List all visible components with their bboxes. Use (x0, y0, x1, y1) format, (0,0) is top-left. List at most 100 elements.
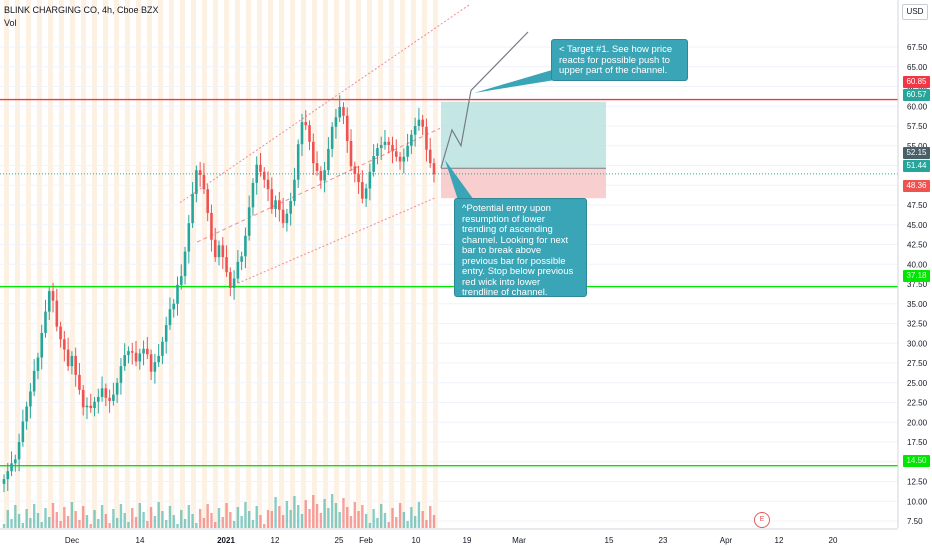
candle-body (300, 122, 304, 145)
volume-bar (40, 522, 43, 528)
volume-bar (376, 518, 379, 528)
chart-gridlines (0, 46, 898, 522)
candle-body (338, 107, 342, 118)
support-low-price-tag: 14.50 (903, 455, 930, 467)
candle-body (383, 141, 387, 145)
volume-bar (191, 514, 194, 528)
volume-bar (48, 517, 51, 528)
candle-body (319, 171, 323, 181)
volume-bar (134, 517, 138, 528)
volume-bar (14, 505, 17, 528)
volume-bar (2, 524, 6, 528)
volume-bar (161, 511, 164, 528)
target-note[interactable]: < Target #1. See how price reacts for po… (551, 39, 688, 81)
candle-body (127, 351, 130, 356)
volume-bar (357, 511, 360, 528)
volume-bar (429, 506, 432, 528)
projected-path (440, 31, 555, 200)
volume-bar (214, 522, 217, 528)
entry-note[interactable]: ^Potential entry upon resumption of lowe… (454, 198, 587, 298)
candle-body (134, 352, 138, 362)
candle-body (376, 148, 379, 157)
volume-bar (176, 524, 179, 528)
support-price-tag: 37.18 (903, 270, 930, 282)
candle-body (372, 156, 375, 172)
volume-bar (146, 521, 149, 528)
x-tick-label: 25 (335, 536, 344, 545)
volume-bar (206, 504, 209, 528)
horizontal-levels (0, 98, 898, 467)
resistance-price-tag: 60.85 (903, 76, 930, 88)
volume-bar (274, 497, 277, 528)
volume-bar (225, 503, 228, 528)
candle-body (85, 405, 89, 408)
y-tick-label: 20.00 (907, 418, 928, 427)
y-tick-label: 65.00 (907, 63, 928, 72)
candle-body (232, 278, 236, 288)
candle-body (311, 141, 315, 164)
candle-body (327, 148, 330, 171)
candle-body (123, 355, 127, 367)
volume-bar (168, 506, 172, 528)
volume-bar (172, 515, 175, 528)
candle-body (47, 291, 51, 312)
candle-body (130, 351, 134, 353)
x-tick-label: 14 (136, 536, 145, 545)
volume-bar (338, 512, 341, 528)
candle-body (361, 182, 364, 199)
currency-button[interactable]: USD (902, 4, 928, 20)
volume-bar (353, 502, 356, 528)
y-tick-label: 12.50 (907, 478, 928, 487)
volume-bar (85, 515, 89, 528)
candle-body (161, 341, 164, 356)
volume-bar (6, 510, 9, 528)
volume-bar (115, 518, 119, 528)
candle-body (247, 207, 251, 236)
x-tick-label: 2021 (217, 536, 235, 545)
volume-bar (368, 523, 372, 528)
volume-bar (108, 523, 111, 528)
volume-bar (180, 510, 183, 528)
candle-body (296, 144, 300, 180)
volume-bar (413, 516, 417, 528)
volume-bar (406, 521, 409, 528)
y-tick-label: 25.00 (907, 379, 928, 388)
volume-bar (63, 507, 66, 528)
volume-bar (198, 509, 202, 528)
candle-body (29, 391, 32, 407)
candle-body (187, 223, 191, 252)
projection-path (440, 31, 529, 169)
x-tick-label: 12 (775, 536, 784, 545)
volume-bar (395, 517, 398, 528)
candle-body (304, 122, 308, 126)
candle-body (202, 174, 206, 190)
candle-body (195, 170, 198, 194)
y-tick-label: 47.50 (907, 201, 928, 210)
candle-body (164, 325, 168, 342)
volume-bar (221, 517, 224, 528)
volume-bar (149, 507, 153, 528)
y-tick-label: 32.50 (907, 320, 928, 329)
volume-bar (240, 516, 243, 528)
candle-body (74, 355, 77, 375)
y-tick-label: 45.00 (907, 221, 928, 230)
candle-body (240, 256, 243, 262)
candle-body (259, 164, 262, 172)
candle-body (119, 366, 123, 383)
candle-body (78, 374, 81, 390)
y-tick-label: 67.50 (907, 43, 928, 52)
volume-bar (289, 510, 292, 528)
x-tick-label: 10 (412, 536, 421, 545)
x-tick-label: 20 (829, 536, 838, 545)
candle-body (315, 163, 319, 172)
earnings-marker[interactable]: E (754, 512, 770, 528)
candle-body (270, 189, 274, 209)
volume-bar (372, 509, 375, 528)
candle-body (368, 171, 372, 189)
candle-body (112, 394, 115, 401)
candle-body (398, 156, 402, 162)
volume-bar (93, 510, 96, 528)
volume-bar (202, 518, 206, 528)
volume-bar (398, 503, 402, 528)
